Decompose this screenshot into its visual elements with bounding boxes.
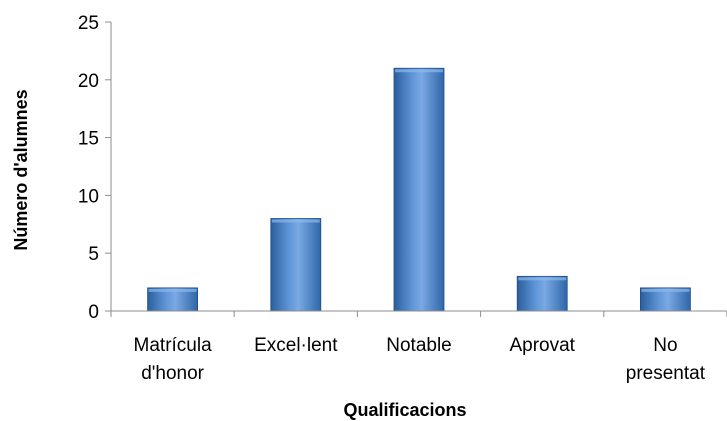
- y-tick-label: 10: [78, 186, 99, 207]
- x-tick-label: Notable: [386, 335, 452, 356]
- x-tick-label-line: Aprovat: [509, 335, 575, 356]
- y-tick-label: 20: [78, 71, 99, 92]
- bar-highlight: [518, 277, 567, 281]
- x-axis-title: Qualificacions: [343, 400, 466, 420]
- bar-highlight: [395, 69, 443, 73]
- bar-highlight: [148, 288, 197, 292]
- x-tick-label: Excel·lent: [254, 335, 338, 356]
- bar: [516, 275, 568, 312]
- y-tick-label: 25: [78, 13, 99, 34]
- x-tick-label: No presentat: [626, 335, 706, 384]
- x-tick-label: Matrícula d'honor: [134, 335, 213, 384]
- x-tick-label-line: Matrícula: [134, 335, 213, 356]
- y-tick-label: 0: [88, 302, 99, 323]
- y-axis-ticks: 0 5 10 15 20 25: [78, 13, 111, 323]
- x-tick-label-line: presentat: [626, 363, 706, 384]
- bar: [270, 218, 322, 312]
- x-tick-label-line: Notable: [386, 335, 452, 356]
- x-tick-label-line: Excel·lent: [254, 335, 338, 356]
- y-tick-label: 5: [88, 244, 99, 265]
- bar-highlight: [641, 288, 690, 292]
- bar: [393, 67, 445, 312]
- bar-highlight: [271, 219, 320, 223]
- x-axis-tick-labels: Matrícula d'honor Excel·lent Notable Aprovat…: [134, 335, 706, 384]
- y-axis-title: Número d'alumnes: [11, 89, 31, 250]
- x-tick-label: Aprovat: [509, 335, 575, 356]
- y-tick-label: 15: [78, 129, 99, 150]
- x-tick-label-line: d'honor: [141, 363, 204, 384]
- bars-group: [147, 67, 691, 312]
- x-tick-label-line: No: [653, 335, 677, 356]
- x-axis-ticks: [110, 311, 727, 317]
